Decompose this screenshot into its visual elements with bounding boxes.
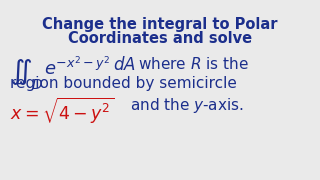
Text: Coordinates and solve: Coordinates and solve [68,31,252,46]
Text: $e^{-x^2-y^2}$: $e^{-x^2-y^2}$ [44,56,111,80]
Text: region bounded by semicircle: region bounded by semicircle [10,76,237,91]
Text: where $R$ is the: where $R$ is the [138,56,249,72]
Text: $dA$: $dA$ [113,56,136,74]
Text: $x = \sqrt{4-y^2}$: $x = \sqrt{4-y^2}$ [10,96,114,126]
Text: and the $y$-axis.: and the $y$-axis. [130,96,244,115]
Text: $\iint_D$: $\iint_D$ [10,58,44,92]
Text: Change the integral to Polar: Change the integral to Polar [42,17,278,32]
